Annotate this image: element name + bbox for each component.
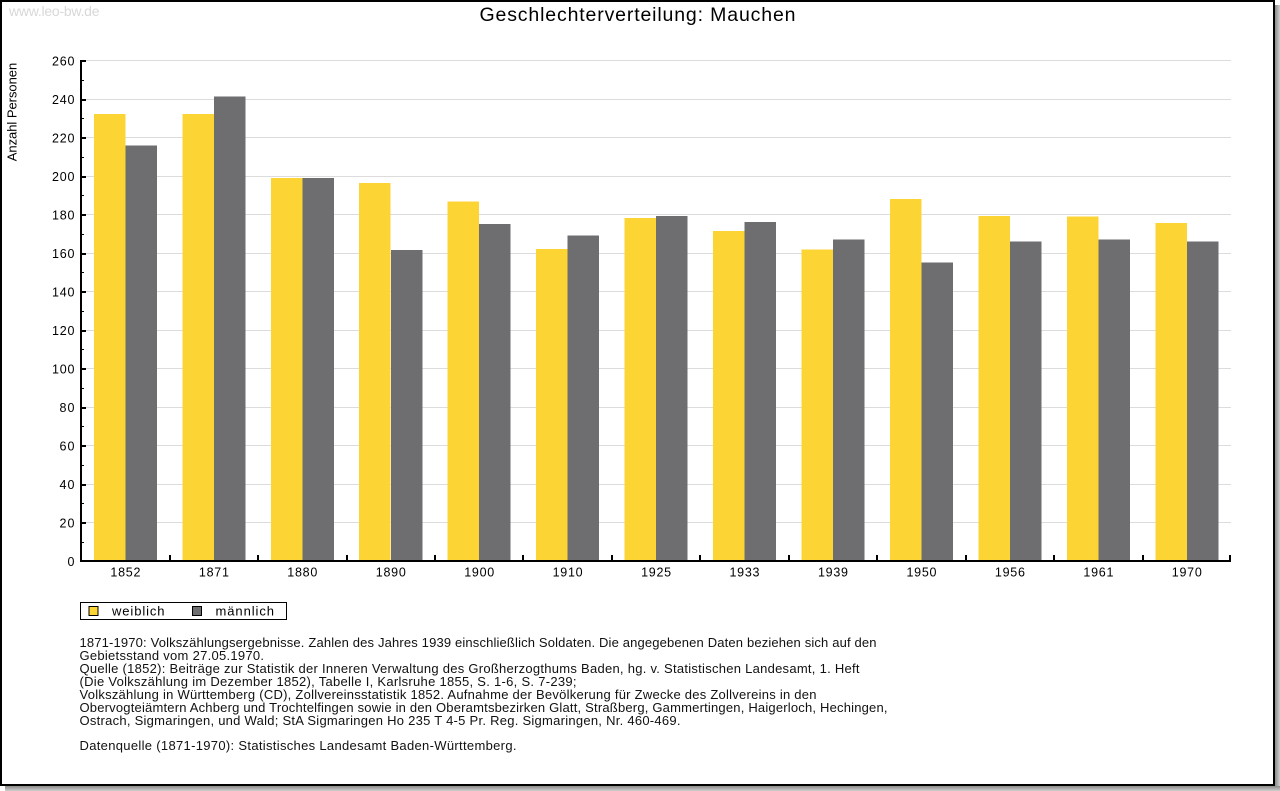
- svg-text:1925: 1925: [641, 566, 671, 580]
- svg-text:260: 260: [52, 55, 75, 69]
- svg-text:weiblich: weiblich: [111, 604, 165, 619]
- svg-text:1956: 1956: [995, 566, 1025, 580]
- svg-text:1970: 1970: [1172, 566, 1202, 580]
- svg-text:120: 120: [52, 324, 75, 338]
- svg-text:100: 100: [52, 363, 75, 377]
- svg-text:Ostrach, Sigmaringen, und Wald: Ostrach, Sigmaringen, und Wald; StA Sigm…: [80, 713, 681, 728]
- svg-text:20: 20: [60, 517, 75, 531]
- svg-text:www.leo-bw.de: www.leo-bw.de: [8, 3, 100, 19]
- svg-text:1852: 1852: [110, 566, 140, 580]
- svg-text:200: 200: [52, 170, 75, 184]
- svg-text:140: 140: [52, 286, 75, 300]
- svg-text:60: 60: [60, 440, 75, 454]
- svg-text:220: 220: [52, 132, 75, 146]
- svg-text:0: 0: [68, 555, 75, 569]
- svg-text:1933: 1933: [730, 566, 760, 580]
- svg-text:1910: 1910: [553, 566, 583, 580]
- svg-text:160: 160: [52, 247, 75, 261]
- svg-text:männlich: männlich: [216, 604, 275, 619]
- svg-text:1900: 1900: [464, 566, 494, 580]
- svg-text:Obervogteiämtern Achberg und T: Obervogteiämtern Achberg und Trochtelfin…: [80, 700, 888, 715]
- svg-text:Geschlechterverteilung: Mauche: Geschlechterverteilung: Mauchen: [480, 4, 796, 26]
- svg-text:1939: 1939: [818, 566, 848, 580]
- svg-text:240: 240: [52, 93, 75, 107]
- svg-text:Anzahl Personen: Anzahl Personen: [5, 63, 20, 162]
- svg-text:Datenquelle (1871-1970): Stati: Datenquelle (1871-1970): Statistisches L…: [80, 738, 517, 753]
- svg-text:Quelle (1852): Beiträge zur St: Quelle (1852): Beiträge zur Statistik de…: [80, 661, 860, 676]
- svg-text:1880: 1880: [287, 566, 317, 580]
- svg-text:1890: 1890: [376, 566, 406, 580]
- svg-text:1961: 1961: [1083, 566, 1113, 580]
- svg-text:1871-1970: Volkszählungsergebn: 1871-1970: Volkszählungsergebnisse. Zahl…: [80, 635, 877, 650]
- svg-text:180: 180: [52, 209, 75, 223]
- svg-text:(Die Volkszählung im Dezember: (Die Volkszählung im Dezember 1852), Tab…: [80, 674, 577, 689]
- svg-text:80: 80: [60, 401, 75, 415]
- svg-text:Volkszählung in Württemberg (C: Volkszählung in Württemberg (CD), Zollve…: [80, 687, 817, 702]
- svg-text:1871: 1871: [199, 566, 229, 580]
- svg-text:40: 40: [60, 478, 75, 492]
- svg-text:Gebietsstand vom 27.05.1970.: Gebietsstand vom 27.05.1970.: [80, 648, 265, 663]
- svg-text:1950: 1950: [907, 566, 937, 580]
